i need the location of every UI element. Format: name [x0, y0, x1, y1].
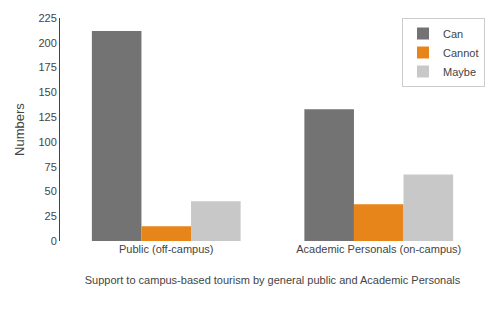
svg-text:25: 25 — [45, 210, 57, 222]
svg-text:200: 200 — [38, 37, 56, 49]
svg-text:175: 175 — [38, 61, 56, 73]
svg-text:Can: Can — [443, 28, 463, 40]
svg-text:Public (off-campus): Public (off-campus) — [119, 243, 214, 255]
svg-text:225: 225 — [38, 12, 56, 24]
svg-text:0: 0 — [51, 235, 57, 247]
svg-text:Cannot: Cannot — [443, 47, 478, 59]
svg-text:75: 75 — [45, 161, 57, 173]
svg-text:Academic Personals (on-campus): Academic Personals (on-campus) — [296, 243, 461, 255]
svg-text:150: 150 — [38, 86, 56, 98]
svg-text:Support to campus-based touris: Support to campus-based tourism by gener… — [85, 274, 461, 286]
svg-text:50: 50 — [45, 185, 57, 197]
svg-text:125: 125 — [38, 111, 56, 123]
svg-text:Numbers: Numbers — [12, 103, 27, 156]
svg-text:Maybe: Maybe — [443, 66, 476, 78]
svg-text:100: 100 — [38, 136, 56, 148]
